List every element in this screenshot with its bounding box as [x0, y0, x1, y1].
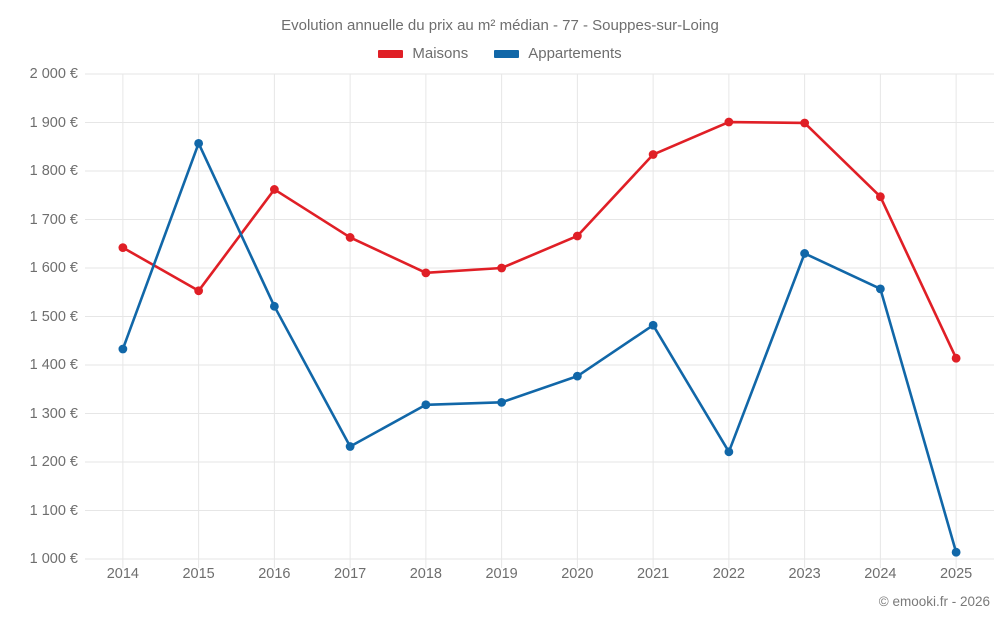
- data-point-maisons-2017[interactable]: [345, 233, 355, 242]
- x-tick-label-2021: 2021: [636, 566, 670, 582]
- x-tick-label-2019: 2019: [485, 566, 518, 582]
- legend-label-maisons: Maisons: [412, 45, 469, 62]
- data-point-appartements-2022[interactable]: [724, 447, 734, 457]
- x-tick-label-2024: 2024: [864, 566, 897, 582]
- y-tick-label: 1 100 €: [29, 502, 78, 519]
- x-tick-label-2016: 2016: [258, 566, 291, 582]
- data-point-appartements-2016[interactable]: [269, 301, 279, 311]
- data-point-maisons-2018[interactable]: [421, 268, 431, 278]
- legend-item-appartements[interactable]: Appartements: [494, 45, 622, 62]
- legend-label-appartements: Appartements: [528, 45, 622, 62]
- legend-swatch-maisons: [378, 49, 404, 58]
- y-tick-label: 1 200 €: [29, 454, 78, 470]
- chart-legend: Maisons Appartements: [0, 45, 1000, 62]
- y-axis-labels: 1 000 € 1 100 € 1 200 € 1 300 € 1 400 € 1 500…: [0, 0, 78, 625]
- x-tick-label-2015: 2015: [182, 566, 215, 582]
- x-tick-label-2018: 2018: [409, 566, 443, 582]
- y-tick-label: 1 800 €: [29, 163, 78, 179]
- data-point-maisons-2016[interactable]: [269, 185, 279, 194]
- data-point-maisons-2025[interactable]: [951, 353, 961, 363]
- data-point-maisons-2020[interactable]: [572, 231, 582, 241]
- x-tick-label-2017: 2017: [333, 566, 367, 582]
- legend-item-maisons[interactable]: Maisons: [378, 45, 468, 62]
- data-point-appartements-2020[interactable]: [572, 371, 582, 381]
- data-point-maisons-2023[interactable]: [800, 118, 810, 128]
- x-tick-label-2022: 2022: [712, 566, 746, 582]
- data-point-appartements-2018[interactable]: [421, 400, 431, 410]
- data-point-appartements-2015[interactable]: [194, 138, 204, 148]
- data-point-maisons-2022[interactable]: [724, 117, 734, 127]
- chart-title: Evolution annuelle du prix au m² médian …: [281, 17, 719, 34]
- y-tick-label: 1 500 €: [29, 308, 78, 325]
- x-tick-label-2025: 2025: [939, 566, 973, 582]
- data-point-appartements-2023[interactable]: [800, 249, 810, 258]
- data-point-appartements-2014[interactable]: [118, 344, 128, 354]
- legend-swatch-appartements: [494, 49, 520, 58]
- x-tick-label-2023: 2023: [788, 566, 821, 582]
- y-tick-label: 1 400 €: [29, 357, 78, 373]
- y-tick-label: 1 600 €: [29, 260, 78, 276]
- data-point-appartements-2019[interactable]: [497, 397, 507, 407]
- y-tick-label: 1 000 €: [29, 551, 78, 567]
- y-tick-label: 1 700 €: [29, 211, 78, 228]
- series-line-appartements: [121, 142, 958, 554]
- data-point-maisons-2014[interactable]: [118, 243, 128, 253]
- x-tick-label-2014: 2014: [106, 566, 140, 582]
- data-point-maisons-2021[interactable]: [648, 150, 658, 159]
- y-tick-label: 2 000 €: [29, 66, 78, 82]
- data-point-appartements-2017[interactable]: [345, 442, 355, 451]
- y-tick-label: 1 900 €: [29, 114, 78, 131]
- data-point-maisons-2019[interactable]: [497, 263, 507, 273]
- data-point-maisons-2015[interactable]: [194, 286, 204, 296]
- data-point-appartements-2025[interactable]: [951, 547, 961, 557]
- data-point-maisons-2024[interactable]: [875, 192, 885, 202]
- series-line-maisons: [121, 120, 958, 360]
- y-tick-label: 1 300 €: [29, 405, 78, 422]
- chart-footer-credit: © emooki.fr - 2026: [878, 594, 990, 609]
- data-point-appartements-2021[interactable]: [648, 320, 658, 330]
- x-tick-label-2020: 2020: [561, 566, 594, 582]
- data-point-appartements-2024[interactable]: [875, 284, 885, 294]
